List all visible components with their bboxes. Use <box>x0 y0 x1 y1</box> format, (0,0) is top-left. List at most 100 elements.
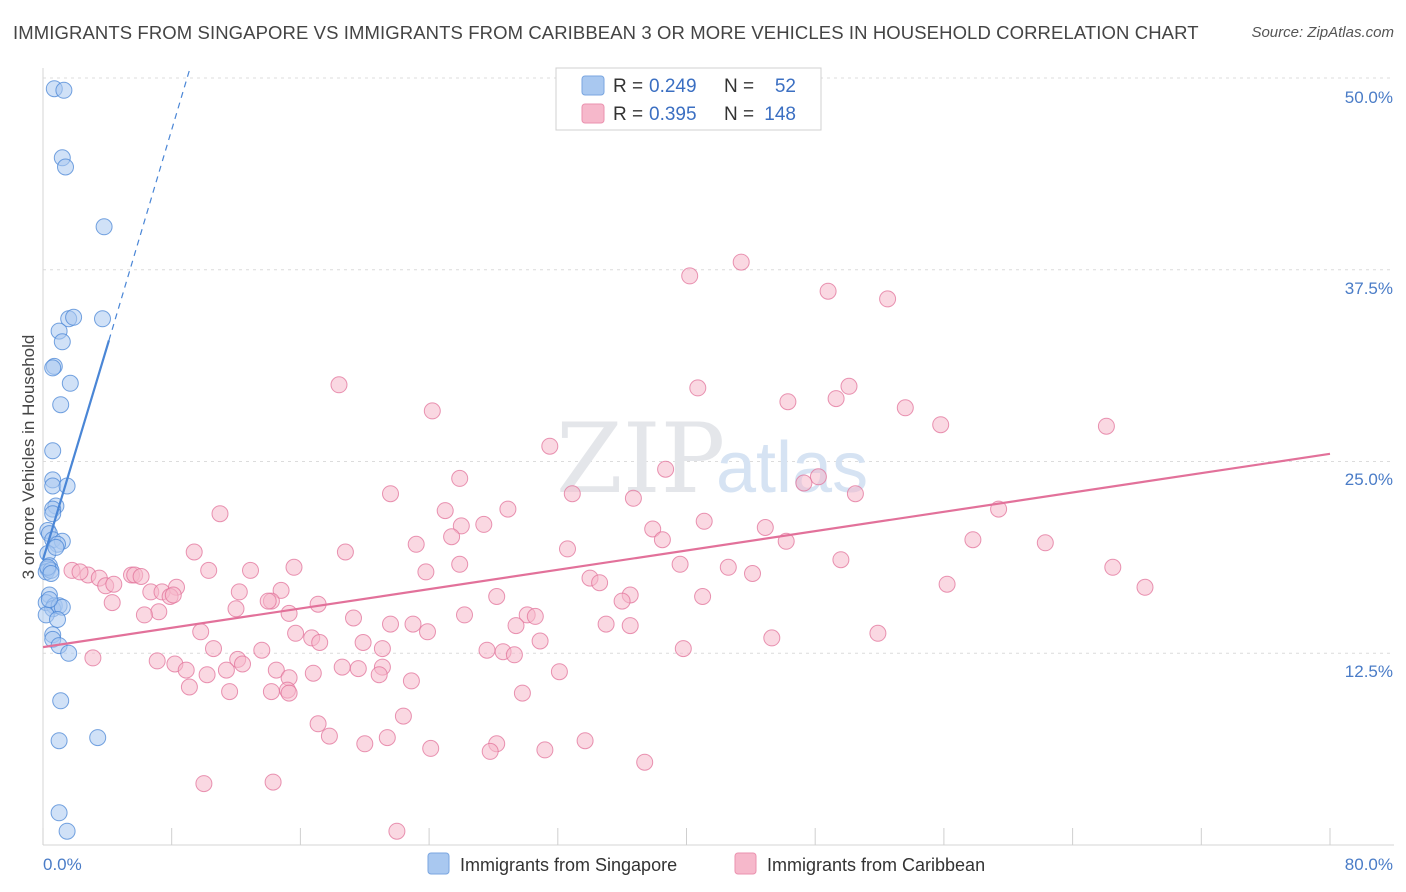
series-legend: Immigrants from Singapore Immigrants fro… <box>427 852 985 875</box>
caribbean-point-54 <box>132 568 150 585</box>
caribbean-point-97 <box>253 641 271 659</box>
legend-r-label-singapore: R = <box>613 76 643 97</box>
singapore-point-12 <box>61 374 79 392</box>
singapore-point-13 <box>52 396 70 414</box>
watermark-atlas: atlas <box>716 428 868 508</box>
caribbean-point-11 <box>932 416 950 434</box>
caribbean-point-75 <box>103 594 121 612</box>
caribbean-point-34 <box>407 535 425 553</box>
caribbean-point-138 <box>536 741 554 759</box>
caribbean-point-91 <box>597 615 615 633</box>
bottom-legend-label-singapore: Immigrants from Singapore <box>460 855 677 875</box>
caribbean-point-92 <box>869 624 887 642</box>
caribbean-point-116 <box>349 660 367 678</box>
caribbean-point-84 <box>456 606 473 624</box>
caribbean-point-143 <box>388 822 406 840</box>
caribbean-point-0 <box>732 253 750 271</box>
caribbean-point-81 <box>135 606 153 624</box>
caribbean-point-38 <box>185 543 203 561</box>
caribbean-point-79 <box>259 592 277 610</box>
bottom-legend-swatch-singapore <box>427 852 450 875</box>
caribbean-point-99 <box>354 634 372 651</box>
legend-r-label-caribbean: R = <box>613 104 643 125</box>
caribbean-point-29 <box>644 520 662 538</box>
caribbean-point-107 <box>84 649 102 667</box>
singapore-point-6 <box>65 308 83 326</box>
caribbean-points <box>63 253 1154 840</box>
singapore-point-42 <box>60 644 78 662</box>
singapore-point-16 <box>44 477 62 495</box>
caribbean-point-126 <box>262 683 280 701</box>
caribbean-point-42 <box>285 558 303 576</box>
x-tick-label-min: 0.0% <box>43 855 82 874</box>
caribbean-point-60 <box>1136 578 1154 596</box>
singapore-point-44 <box>50 732 68 750</box>
caribbean-trend-line <box>42 452 1331 649</box>
caribbean-point-49 <box>1104 558 1122 576</box>
caribbean-point-30 <box>756 519 774 536</box>
singapore-point-4 <box>95 218 113 236</box>
caribbean-point-73 <box>694 588 712 605</box>
singapore-trend-line <box>41 339 111 560</box>
axes <box>42 68 1394 846</box>
caribbean-point-141 <box>195 775 213 793</box>
caribbean-point-36 <box>1036 534 1054 552</box>
caribbean-point-122 <box>234 655 251 673</box>
caribbean-point-37 <box>559 540 576 558</box>
caribbean-point-3 <box>879 290 897 308</box>
caribbean-point-15 <box>809 468 827 486</box>
caribbean-point-112 <box>217 661 235 679</box>
caribbean-point-139 <box>481 742 499 760</box>
singapore-point-38 <box>49 611 66 628</box>
y-tick-label-12-5: 12.5% <box>1345 662 1393 681</box>
caribbean-point-131 <box>309 715 327 733</box>
singapore-point-9 <box>53 333 71 351</box>
caribbean-point-5 <box>689 379 707 397</box>
caribbean-point-137 <box>576 732 594 750</box>
caribbean-point-10 <box>423 402 441 420</box>
legend-swatch-caribbean <box>581 103 605 124</box>
caribbean-point-41 <box>671 555 689 573</box>
caribbean-point-71 <box>613 592 631 610</box>
caribbean-point-123 <box>402 672 420 690</box>
caribbean-point-21 <box>846 485 864 503</box>
caribbean-point-106 <box>674 640 692 658</box>
caribbean-point-9 <box>896 399 914 417</box>
caribbean-point-124 <box>180 678 198 696</box>
caribbean-point-114 <box>333 658 351 676</box>
caribbean-point-108 <box>148 652 166 670</box>
caribbean-point-133 <box>378 729 396 747</box>
caribbean-point-25 <box>211 505 229 523</box>
caribbean-point-59 <box>938 575 956 593</box>
caribbean-point-94 <box>287 624 305 642</box>
caribbean-point-47 <box>719 558 737 576</box>
caribbean-point-39 <box>336 543 354 561</box>
caribbean-point-104 <box>505 646 523 664</box>
caribbean-point-76 <box>227 600 245 618</box>
singapore-point-1 <box>55 81 73 99</box>
chart-title: IMMIGRANTS FROM SINGAPORE VS IMMIGRANTS … <box>13 22 1199 43</box>
caribbean-point-72 <box>488 588 506 605</box>
singapore-point-51 <box>40 591 58 609</box>
caribbean-point-134 <box>356 735 374 753</box>
caribbean-point-35 <box>964 531 982 549</box>
caribbean-point-69 <box>164 586 182 604</box>
singapore-points <box>37 80 113 840</box>
trend-lines <box>41 70 1331 649</box>
caribbean-point-127 <box>280 684 298 702</box>
caribbean-point-65 <box>272 581 290 599</box>
legend-r-value-caribbean: 0.395 <box>649 104 697 125</box>
legend-n-value-singapore: 52 <box>775 76 796 97</box>
x-axis-ticks <box>42 828 1331 845</box>
caribbean-point-17 <box>451 469 469 487</box>
caribbean-point-132 <box>320 727 338 745</box>
caribbean-point-105 <box>763 629 781 647</box>
singapore-trend-extension <box>108 70 190 341</box>
caribbean-point-129 <box>513 684 531 702</box>
caribbean-point-117 <box>370 666 388 684</box>
caribbean-point-63 <box>105 575 123 593</box>
caribbean-point-28 <box>475 515 493 533</box>
caribbean-point-90 <box>621 617 639 635</box>
caribbean-point-87 <box>507 617 525 635</box>
